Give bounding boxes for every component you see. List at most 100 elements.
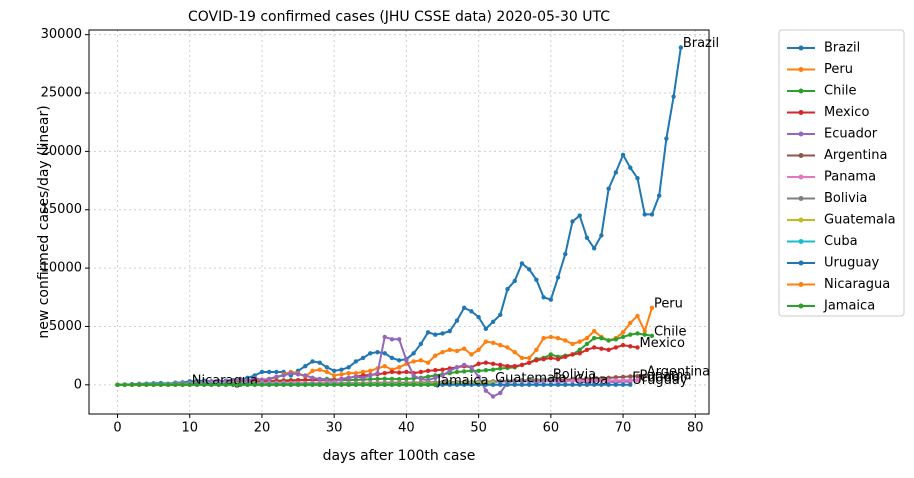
point [621, 378, 625, 382]
point [411, 373, 415, 377]
point [383, 383, 387, 387]
point [332, 373, 336, 377]
point [115, 383, 119, 387]
point [570, 342, 574, 346]
point [281, 373, 285, 377]
point [253, 383, 257, 387]
point [549, 356, 553, 360]
point [664, 136, 668, 140]
point [527, 356, 531, 360]
point [505, 287, 509, 291]
point [375, 383, 379, 387]
point [383, 371, 387, 375]
point [541, 357, 545, 361]
y-tick-label: 25000 [41, 86, 82, 101]
point [368, 373, 372, 377]
point [354, 383, 358, 387]
legend-marker [799, 132, 804, 137]
point [578, 213, 582, 217]
point [440, 350, 444, 354]
point [390, 337, 394, 341]
point [657, 194, 661, 198]
legend-marker [799, 67, 804, 72]
point [238, 383, 242, 387]
point [137, 383, 141, 387]
point [310, 376, 314, 380]
legend-marker [799, 282, 804, 287]
point [484, 360, 488, 364]
x-tick-label: 50 [470, 421, 487, 436]
point [318, 377, 322, 381]
point [592, 246, 596, 250]
point [325, 383, 329, 387]
point [375, 371, 379, 375]
point [325, 365, 329, 369]
y-tick-label: 30000 [41, 27, 82, 42]
point [621, 330, 625, 334]
plot-frame [89, 30, 709, 414]
point [303, 364, 307, 368]
point [123, 383, 127, 387]
point [202, 383, 206, 387]
point [498, 363, 502, 367]
point [404, 383, 408, 387]
point [491, 341, 495, 345]
x-tick-label: 80 [687, 421, 704, 436]
point [578, 383, 582, 387]
point [585, 236, 589, 240]
point [303, 373, 307, 377]
legend-marker [799, 218, 804, 223]
legend-label: Uruguay [824, 256, 880, 271]
point [556, 336, 560, 340]
point [621, 153, 625, 157]
y-tick-label: 20000 [41, 144, 82, 159]
point [195, 383, 199, 387]
point [318, 360, 322, 364]
point [570, 219, 574, 223]
point [462, 363, 466, 367]
point [296, 383, 300, 387]
y-tick-label: 15000 [41, 202, 82, 217]
point [390, 356, 394, 360]
x-tick-label: 60 [543, 421, 560, 436]
point [462, 306, 466, 310]
point [411, 383, 415, 387]
point [339, 367, 343, 371]
point [476, 348, 480, 352]
point [491, 383, 495, 387]
point [578, 351, 582, 355]
point [476, 362, 480, 366]
x-tick-label: 30 [326, 421, 343, 436]
legend-marker [799, 261, 804, 266]
point [621, 335, 625, 339]
point [484, 368, 488, 372]
point [368, 369, 372, 373]
point [274, 374, 278, 378]
point [541, 336, 545, 340]
point [585, 336, 589, 340]
legend-label: Nicaragua [824, 277, 890, 292]
legend-marker [799, 89, 804, 94]
point [130, 383, 134, 387]
point [635, 176, 639, 180]
point [354, 359, 358, 363]
point [310, 369, 314, 373]
y-axis-label: new confirmed cases/day (linear) [36, 105, 52, 338]
point [606, 383, 610, 387]
point [462, 346, 466, 350]
point [440, 331, 444, 335]
point [491, 320, 495, 324]
series-end-label: Mexico [640, 336, 685, 351]
point [332, 383, 336, 387]
point [520, 363, 524, 367]
point [484, 339, 488, 343]
point [368, 351, 372, 355]
point [188, 383, 192, 387]
point [433, 353, 437, 357]
point [397, 358, 401, 362]
point [592, 345, 596, 349]
point [563, 383, 567, 387]
point [173, 383, 177, 387]
point [455, 349, 459, 353]
point [563, 252, 567, 256]
